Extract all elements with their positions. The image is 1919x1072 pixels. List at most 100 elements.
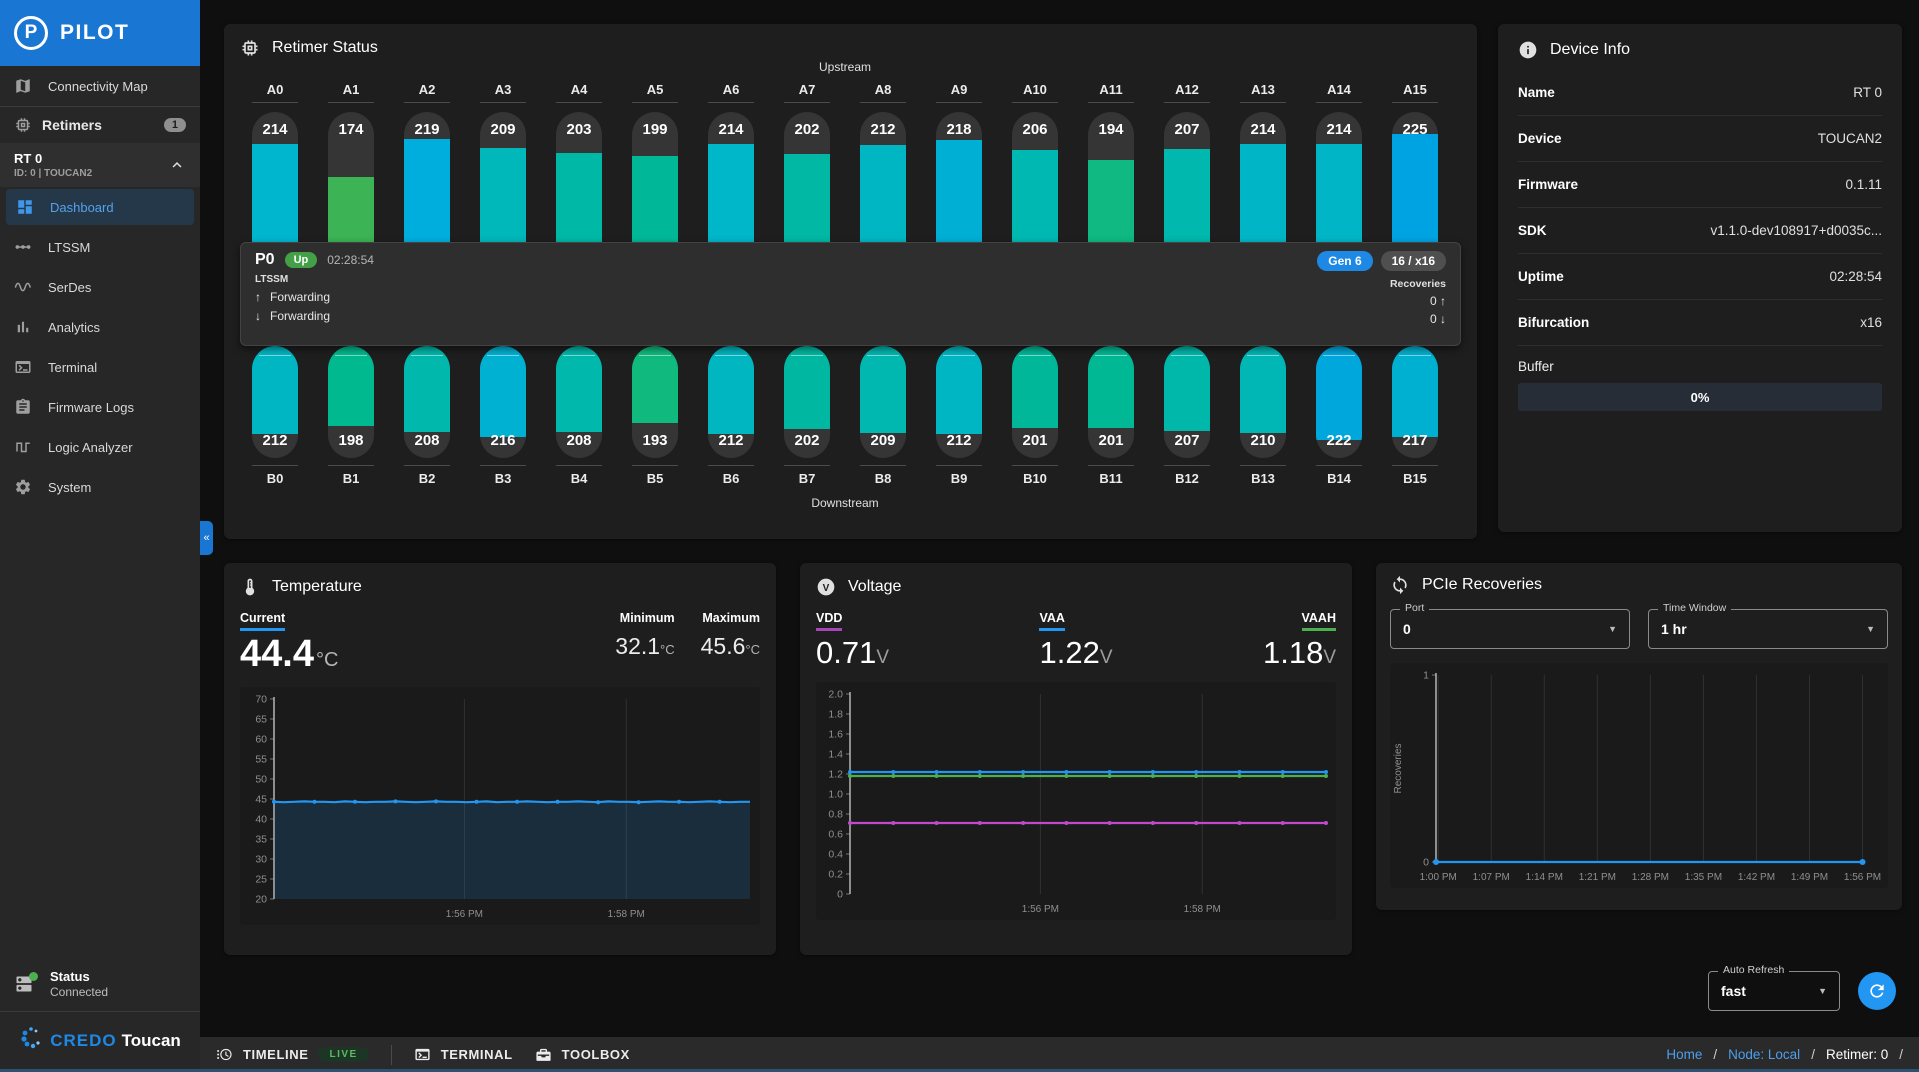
server-status-icon: [14, 974, 34, 994]
eye-height-value: 209: [860, 432, 906, 449]
pill-marker-line: [1095, 355, 1126, 356]
refresh-button[interactable]: [1858, 972, 1896, 1010]
sidebar-item-serdes[interactable]: SerDes: [0, 267, 200, 307]
eye-height-pill[interactable]: 212: [708, 346, 754, 458]
lane-B7: 202 B7: [784, 346, 830, 486]
eye-height-pill[interactable]: 198: [328, 346, 374, 458]
eye-height-value: 214: [1316, 121, 1362, 138]
svg-text:60: 60: [255, 734, 267, 746]
lane-label: B2: [404, 465, 450, 486]
gen-badge: Gen 6: [1317, 251, 1372, 271]
breadcrumb-home[interactable]: Home: [1666, 1047, 1702, 1062]
sidebar-section-label: Retimers: [42, 117, 102, 133]
arrow-down-icon: ↓: [255, 309, 261, 323]
lane-label: B13: [1240, 465, 1286, 486]
pill-fill: [556, 346, 602, 432]
time-window-select[interactable]: Time Window 1 hr ▼: [1648, 609, 1888, 649]
eye-height-pill[interactable]: 201: [1088, 346, 1134, 458]
pill-marker-line: [1399, 355, 1430, 356]
terminal-tab[interactable]: TERMINAL: [414, 1046, 513, 1063]
pcie-recoveries-card: PCIe Recoveries Port 0 ▼ Time Window 1 h…: [1376, 563, 1902, 910]
temperature-card: Temperature Current 44.4°C Minimum 32.1°…: [224, 563, 776, 955]
pill-fill: [936, 346, 982, 434]
sidebar-device-rt0[interactable]: RT 0 ID: 0 | TOUCAN2: [0, 143, 200, 187]
lane-label: B3: [480, 465, 526, 486]
eye-height-pill[interactable]: 212: [936, 346, 982, 458]
sidebar-item-analytics[interactable]: Analytics: [0, 307, 200, 347]
sidebar-item-logic-analyzer[interactable]: Logic Analyzer: [0, 427, 200, 467]
port-select[interactable]: Port 0 ▼: [1390, 609, 1630, 649]
sidebar-item-ltssm[interactable]: LTSSM: [0, 227, 200, 267]
device-info-row: Uptime 02:28:54: [1518, 254, 1882, 300]
app-title: PILOT: [60, 21, 129, 45]
svg-text:1:35 PM: 1:35 PM: [1685, 872, 1722, 883]
card-title: PCIe Recoveries: [1422, 576, 1542, 594]
analytics-icon: [14, 318, 32, 336]
card-title: Voltage: [848, 578, 901, 596]
pill-fill: [252, 346, 298, 434]
chevron-up-icon[interactable]: [168, 156, 186, 174]
breadcrumb-node-local[interactable]: Node: Local: [1728, 1047, 1800, 1062]
eye-height-value: 210: [1240, 432, 1286, 449]
eye-height-value: 212: [252, 432, 298, 449]
info-value: 02:28:54: [1829, 269, 1882, 284]
eye-height-pill[interactable]: 207: [1164, 346, 1210, 458]
eye-height-pill[interactable]: 217: [1392, 346, 1438, 458]
toolbox-icon: [535, 1046, 552, 1063]
pill-marker-line: [791, 355, 822, 356]
bottom-bar: TIMELINE LIVE TERMINAL TOOLBOX Home/Node…: [200, 1037, 1919, 1072]
retimers-icon: [14, 116, 32, 134]
divider: [391, 1045, 392, 1065]
sidebar-item-label: SerDes: [48, 280, 91, 295]
auto-refresh-select[interactable]: Auto Refresh fast ▼: [1708, 971, 1840, 1011]
sidebar-bottom: Status Connected CREDO Toucan: [0, 959, 200, 1072]
svg-text:65: 65: [255, 714, 267, 726]
eye-height-pill[interactable]: 202: [784, 346, 830, 458]
lane-label: A8: [860, 82, 906, 103]
eye-height-pill[interactable]: 222: [1316, 346, 1362, 458]
rail-label[interactable]: VAA: [1039, 611, 1064, 631]
eye-height-pill[interactable]: 208: [556, 346, 602, 458]
voltage-card: V Voltage VDD 0.71V VAA 1.22V VAAH 1.18V…: [800, 563, 1352, 955]
voltage-icon: V: [816, 577, 836, 597]
chevron-down-icon: ▼: [1818, 986, 1827, 996]
temp-max-label: Maximum: [702, 611, 760, 625]
rail-label[interactable]: VDD: [816, 611, 842, 631]
sidebar-item-label: Connectivity Map: [48, 79, 148, 94]
lane-B10: 201 B10: [1012, 346, 1058, 486]
sidebar-item-connectivity-map[interactable]: Connectivity Map: [0, 66, 200, 106]
timeline-clock-icon: [216, 1046, 233, 1063]
info-value: TOUCAN2: [1818, 131, 1882, 146]
eye-height-value: 201: [1088, 432, 1134, 449]
lane-label: B0: [252, 465, 298, 486]
pill-fill: [784, 346, 830, 429]
sidebar-item-system[interactable]: System: [0, 467, 200, 507]
eye-height-pill[interactable]: 208: [404, 346, 450, 458]
sidebar-item-dashboard[interactable]: Dashboard: [6, 189, 194, 225]
eye-height-pill[interactable]: 201: [1012, 346, 1058, 458]
eye-height-pill[interactable]: 212: [252, 346, 298, 458]
eye-height-pill[interactable]: 210: [1240, 346, 1286, 458]
eye-height-value: 212: [708, 432, 754, 449]
lane-B13: 210 B13: [1240, 346, 1286, 486]
eye-height-pill[interactable]: 216: [480, 346, 526, 458]
eye-height-pill[interactable]: 209: [860, 346, 906, 458]
sidebar-collapse-handle[interactable]: «: [200, 521, 213, 555]
eye-height-pill[interactable]: 193: [632, 346, 678, 458]
sidebar-section-retimers[interactable]: Retimers 1: [0, 107, 200, 143]
lane-label: B12: [1164, 465, 1210, 486]
svg-text:25: 25: [255, 874, 267, 886]
rail-value: 1.22V: [1039, 637, 1112, 668]
temp-current-label[interactable]: Current: [240, 611, 285, 631]
toolbox-tab[interactable]: TOOLBOX: [535, 1046, 630, 1063]
port-status-bar[interactable]: P0 Up 02:28:54 LTSSM ↑Forwarding ↓Forwar…: [240, 242, 1461, 346]
svg-text:1:07 PM: 1:07 PM: [1473, 872, 1510, 883]
pill-fill: [708, 346, 754, 434]
sidebar-item-firmware-logs[interactable]: Firmware Logs: [0, 387, 200, 427]
recoveries-up: 0 ↑: [1430, 294, 1446, 308]
sidebar-item-terminal[interactable]: Terminal: [0, 347, 200, 387]
svg-text:0: 0: [837, 889, 843, 901]
timeline-tab[interactable]: TIMELINE LIVE: [216, 1046, 369, 1063]
lane-label: A0: [252, 82, 298, 103]
rail-label[interactable]: VAAH: [1302, 611, 1337, 631]
